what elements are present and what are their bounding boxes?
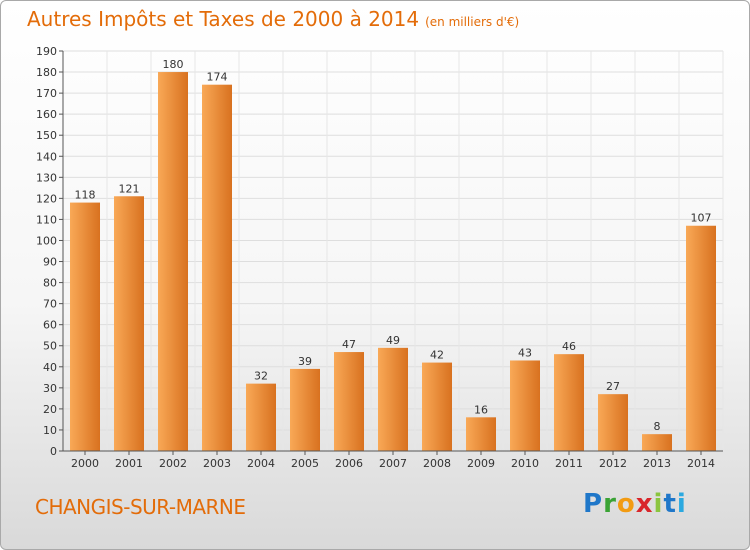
data-label: 32 [254, 370, 268, 383]
data-label: 49 [386, 334, 400, 347]
y-tick-label: 170 [36, 87, 57, 100]
y-tick-label: 30 [43, 382, 57, 395]
data-label: 46 [562, 340, 576, 353]
data-label: 16 [474, 403, 488, 416]
proxiti-logo: Proxiti [583, 489, 687, 519]
x-tick-label: 2005 [291, 457, 319, 470]
bar [554, 354, 584, 451]
x-tick-label: 2009 [467, 457, 495, 470]
x-tick-label: 2004 [247, 457, 275, 470]
x-axis: 2000 2001 2002 2003 2004 2005 2006 2007 2008 2009… [63, 450, 723, 470]
x-tick-label: 2007 [379, 457, 407, 470]
logo-letter: t [663, 489, 677, 519]
x-tick-label: 2001 [115, 457, 143, 470]
data-label: 47 [342, 338, 356, 351]
x-tick-label: 2008 [423, 457, 451, 470]
data-label: 8 [654, 420, 661, 433]
y-tick-label: 140 [36, 150, 57, 163]
bar [686, 225, 716, 451]
y-tick-label: 80 [43, 277, 57, 290]
bar [378, 347, 408, 451]
x-tick-label: 2006 [335, 457, 363, 470]
logo-letter: P [583, 489, 604, 519]
y-tick-label: 160 [36, 108, 57, 121]
y-tick-label: 130 [36, 171, 57, 184]
bar [246, 383, 276, 451]
bar [598, 394, 628, 451]
y-tick-label: 120 [36, 192, 57, 205]
data-label: 107 [691, 212, 712, 225]
y-tick-label: 20 [43, 403, 57, 416]
y-tick-label: 70 [43, 298, 57, 311]
x-tick-label: 2012 [599, 457, 627, 470]
data-label: 27 [606, 380, 620, 393]
data-label: 121 [119, 182, 140, 195]
data-label: 174 [207, 71, 228, 84]
logo-letter: i [676, 489, 687, 519]
x-tick-label: 2010 [511, 457, 539, 470]
y-tick-label: 50 [43, 340, 57, 353]
y-tick-label: 90 [43, 256, 57, 269]
bar [114, 196, 144, 451]
bar [510, 360, 540, 451]
y-tick-label: 190 [36, 45, 57, 58]
y-tick-label: 0 [50, 445, 57, 458]
logo-letter: i [653, 489, 664, 519]
y-tick-label: 60 [43, 319, 57, 332]
bar [290, 368, 320, 451]
chart-title: Autres Impôts et Taxes de 2000 à 2014 (en… [27, 7, 519, 31]
logo-letter: x [635, 489, 654, 519]
chart-subtitle: (en milliers d'€) [425, 15, 520, 29]
x-tick-label: 2014 [687, 457, 715, 470]
bar [70, 202, 100, 451]
x-tick-label: 2013 [643, 457, 671, 470]
bar [466, 417, 496, 451]
bar [202, 84, 232, 452]
y-axis: 0 10 20 30 40 50 60 70 80 90 100 110 120 130 140 150 160… [36, 45, 64, 458]
logo-letter: r [603, 489, 617, 519]
bar [642, 434, 672, 451]
y-tick-label: 10 [43, 424, 57, 437]
y-tick-label: 40 [43, 361, 57, 374]
bars: 118 121 180 174 32 39 47 49 42 16 43 46 27 8 107 [70, 58, 716, 452]
x-tick-label: 2000 [71, 457, 99, 470]
y-tick-label: 150 [36, 129, 57, 142]
bar [158, 72, 188, 451]
bar [422, 362, 452, 451]
x-tick-label: 2011 [555, 457, 583, 470]
y-tick-label: 110 [36, 213, 57, 226]
data-label: 180 [163, 58, 184, 71]
bar [334, 352, 364, 451]
data-label: 42 [430, 349, 444, 362]
data-label: 39 [298, 355, 312, 368]
x-tick-label: 2002 [159, 457, 187, 470]
x-tick-label: 2003 [203, 457, 231, 470]
chart-title-text: Autres Impôts et Taxes de 2000 à 2014 [27, 7, 420, 31]
location-name: CHANGIS-SUR-MARNE [35, 495, 246, 519]
y-tick-label: 180 [36, 66, 57, 79]
logo-letter: o [616, 489, 636, 519]
data-label: 43 [518, 346, 532, 359]
data-label: 118 [75, 189, 96, 202]
y-tick-label: 100 [36, 234, 57, 247]
